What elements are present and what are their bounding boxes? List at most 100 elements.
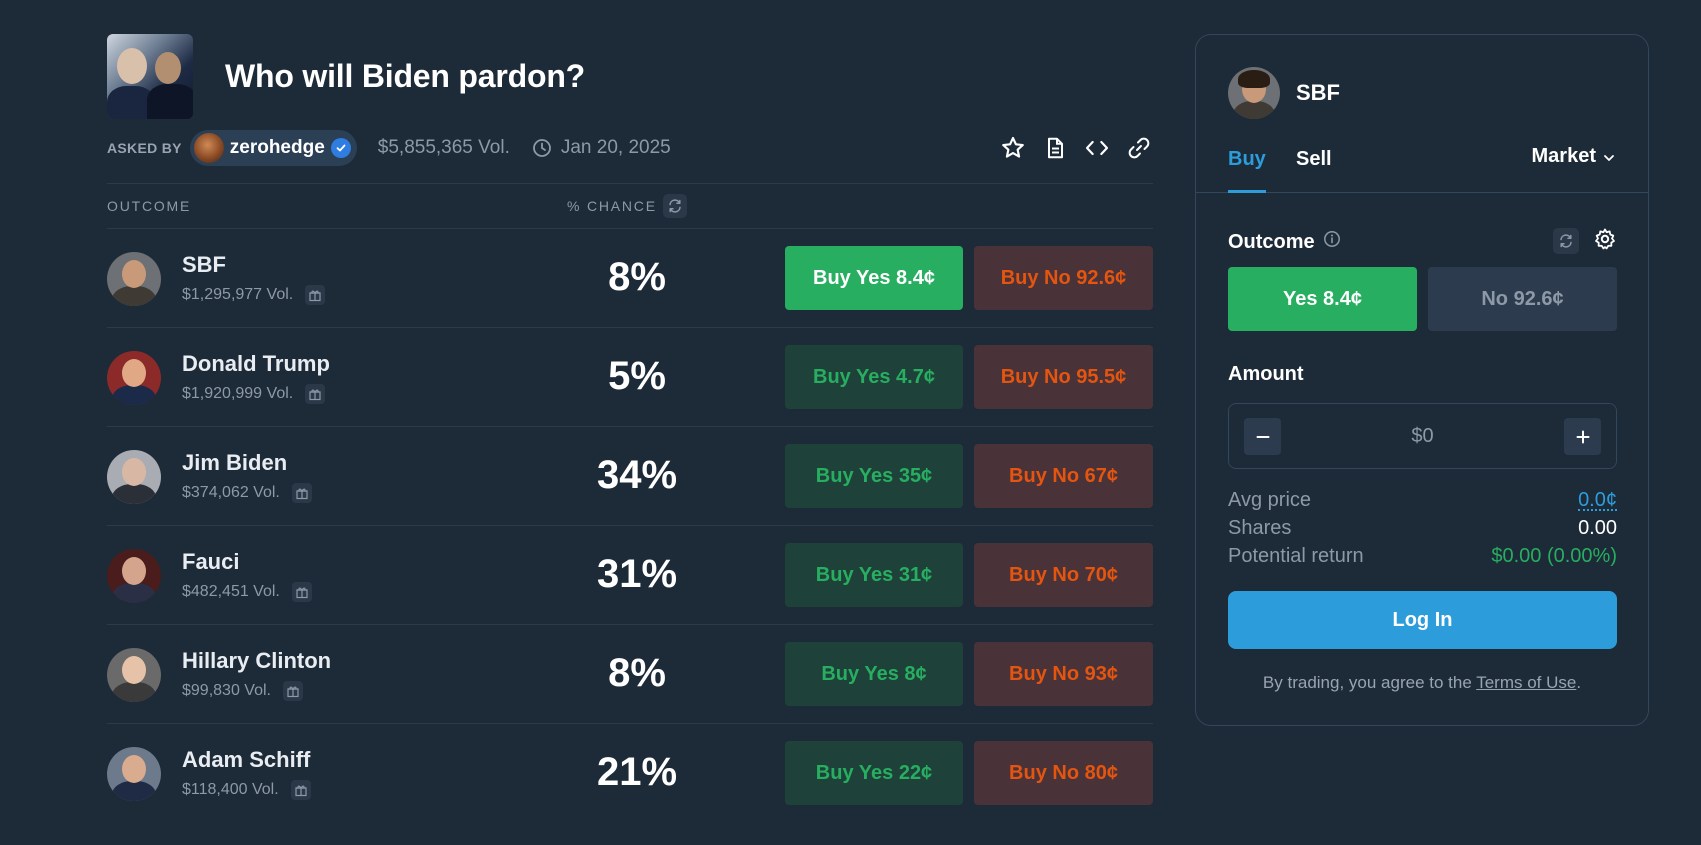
outcome-row[interactable]: SBF $1,295,977 Vol. 8% Buy Yes 8.4¢ Buy No 9…	[107, 229, 1153, 328]
tab-buy[interactable]: Buy	[1228, 145, 1266, 193]
outcome-column-header: OUTCOME	[107, 198, 192, 214]
outcome-avatar	[107, 648, 161, 702]
outcome-name: SBF	[182, 252, 226, 277]
document-icon[interactable]	[1041, 134, 1069, 162]
creator-name: zerohedge	[229, 137, 325, 158]
outcome-label-text: Outcome	[1228, 230, 1315, 253]
outcome-volume-wrap: $118,400 Vol.	[182, 780, 311, 800]
market-image	[107, 34, 193, 119]
outcome-volume: $374,062 Vol.	[182, 484, 280, 501]
outcome-volume: $1,920,999 Vol.	[182, 385, 294, 402]
outcome-volume: $99,830 Vol.	[182, 682, 271, 699]
avg-price-value[interactable]: 0.0¢	[1578, 489, 1617, 511]
login-button[interactable]: Log In	[1228, 591, 1617, 649]
chance-header-label: % CHANCE	[567, 198, 657, 214]
outcome-chance: 8%	[608, 651, 666, 695]
trade-summary: Avg price 0.0¢ Shares 0.00 Potential ret…	[1228, 489, 1617, 573]
link-icon[interactable]	[1125, 134, 1153, 162]
embed-code-icon[interactable]	[1083, 134, 1111, 162]
tab-sell[interactable]: Sell	[1296, 148, 1332, 170]
buy-yes-button[interactable]: Buy Yes 4.7¢	[785, 345, 963, 409]
terms-suffix: .	[1576, 673, 1582, 692]
increase-amount-button[interactable]	[1564, 418, 1601, 455]
amount-field	[1228, 403, 1617, 469]
outcome-no-option[interactable]: No 92.6¢	[1428, 267, 1617, 331]
refresh-icon[interactable]	[1553, 228, 1579, 254]
chance-column-header: % CHANCE	[567, 194, 687, 218]
outcome-name: Hillary Clinton	[182, 648, 332, 673]
gift-icon[interactable]	[282, 681, 303, 701]
buy-yes-button[interactable]: Buy Yes 8¢	[785, 642, 963, 706]
gift-icon[interactable]	[291, 483, 312, 503]
outcome-volume-wrap: $374,062 Vol.	[182, 483, 312, 503]
buy-no-button[interactable]: Buy No 80¢	[974, 741, 1153, 805]
gift-icon[interactable]	[291, 582, 312, 602]
verified-icon	[330, 138, 351, 158]
amount-input[interactable]	[1299, 416, 1546, 456]
outcome-section-label: Outcome	[1228, 230, 1341, 254]
outcome-chance: 21%	[596, 750, 678, 794]
trade-panel: SBF Buy Sell Market Outcome Yes 8.4¢ No …	[1195, 34, 1649, 726]
buy-yes-button[interactable]: Buy Yes 22¢	[785, 741, 963, 805]
buy-no-button[interactable]: Buy No 93¢	[974, 642, 1153, 706]
selected-outcome-avatar	[1228, 67, 1280, 119]
outcome-avatar	[107, 450, 161, 504]
potential-return-value: $0.00 (0.00%)	[1491, 545, 1617, 567]
outcome-avatar	[107, 747, 161, 801]
outcome-row[interactable]: Jim Biden $374,062 Vol. 34% Buy Yes 35¢ Buy …	[107, 427, 1153, 526]
clock-icon	[532, 138, 552, 158]
outcomes-list: SBF $1,295,977 Vol. 8% Buy Yes 8.4¢ Buy No 9…	[107, 229, 1153, 823]
asked-by-label: ASKED BY	[107, 140, 182, 156]
outcome-yes-option[interactable]: Yes 8.4¢	[1228, 267, 1417, 331]
gift-icon[interactable]	[290, 780, 311, 800]
refresh-icon[interactable]	[662, 194, 687, 218]
outcome-row[interactable]: Fauci $482,451 Vol. 31% Buy Yes 31¢ Buy No 7…	[107, 526, 1153, 625]
shares-value: 0.00	[1578, 517, 1617, 539]
buy-no-button[interactable]: Buy No 70¢	[974, 543, 1153, 607]
buy-no-button[interactable]: Buy No 95.5¢	[974, 345, 1153, 409]
market-actions	[999, 134, 1153, 162]
outcome-avatar	[107, 549, 161, 603]
buy-no-button[interactable]: Buy No 67¢	[974, 444, 1153, 508]
buy-yes-button[interactable]: Buy Yes 35¢	[785, 444, 963, 508]
shares-label: Shares	[1228, 517, 1292, 539]
market-header: Who will Biden pardon?	[107, 34, 1153, 119]
outcome-name: Jim Biden	[182, 450, 288, 475]
outcome-name: Donald Trump	[182, 351, 330, 376]
info-icon[interactable]	[1323, 230, 1341, 254]
gear-icon[interactable]	[1591, 225, 1619, 253]
outcome-volume-wrap: $1,920,999 Vol.	[182, 384, 326, 404]
order-type-dropdown[interactable]: Market	[1532, 145, 1616, 168]
selected-outcome-name: SBF	[1296, 80, 1340, 105]
outcome-row[interactable]: Hillary Clinton $99,830 Vol. 8% Buy Yes 8¢ B…	[107, 625, 1153, 724]
outcomes-table-header: OUTCOME % CHANCE	[107, 183, 1153, 229]
shares-row: Shares 0.00	[1228, 517, 1617, 545]
outcome-row[interactable]: Donald Trump $1,920,999 Vol. 5% Buy Yes 4.7…	[107, 328, 1153, 427]
order-type-label: Market	[1531, 145, 1596, 167]
end-date: Jan 20, 2025	[560, 137, 671, 158]
outcome-chance: 5%	[608, 354, 666, 398]
outcome-chance: 34%	[596, 453, 678, 497]
buy-no-button[interactable]: Buy No 92.6¢	[974, 246, 1153, 310]
buy-yes-button[interactable]: Buy Yes 31¢	[785, 543, 963, 607]
star-icon[interactable]	[999, 134, 1027, 162]
avg-price-row: Avg price 0.0¢	[1228, 489, 1617, 517]
outcome-chance: 8%	[608, 255, 666, 299]
decrease-amount-button[interactable]	[1244, 418, 1281, 455]
selected-outcome-header: SBF	[1228, 67, 1340, 119]
outcome-volume-wrap: $482,451 Vol.	[182, 582, 312, 602]
outcome-row[interactable]: Adam Schiff $118,400 Vol. 21% Buy Yes 22¢ Bu…	[107, 724, 1153, 823]
terms-prefix: By trading, you agree to the	[1262, 673, 1477, 692]
outcome-volume: $1,295,977 Vol.	[182, 286, 294, 303]
outcome-chance: 31%	[596, 552, 678, 596]
creator-pill[interactable]: zerohedge	[189, 130, 357, 166]
outcome-avatar	[107, 351, 161, 405]
gift-icon[interactable]	[305, 285, 326, 305]
buy-yes-button[interactable]: Buy Yes 8.4¢	[785, 246, 963, 310]
market-volume: $5,855,365 Vol.	[377, 137, 510, 158]
gift-icon[interactable]	[305, 384, 326, 404]
plus-icon	[1576, 430, 1589, 443]
market-main: Who will Biden pardon? ASKED BY zerohedg…	[107, 34, 1153, 823]
terms-of-use-link[interactable]: Terms of Use	[1476, 673, 1577, 692]
outcome-volume: $118,400 Vol.	[182, 781, 279, 798]
